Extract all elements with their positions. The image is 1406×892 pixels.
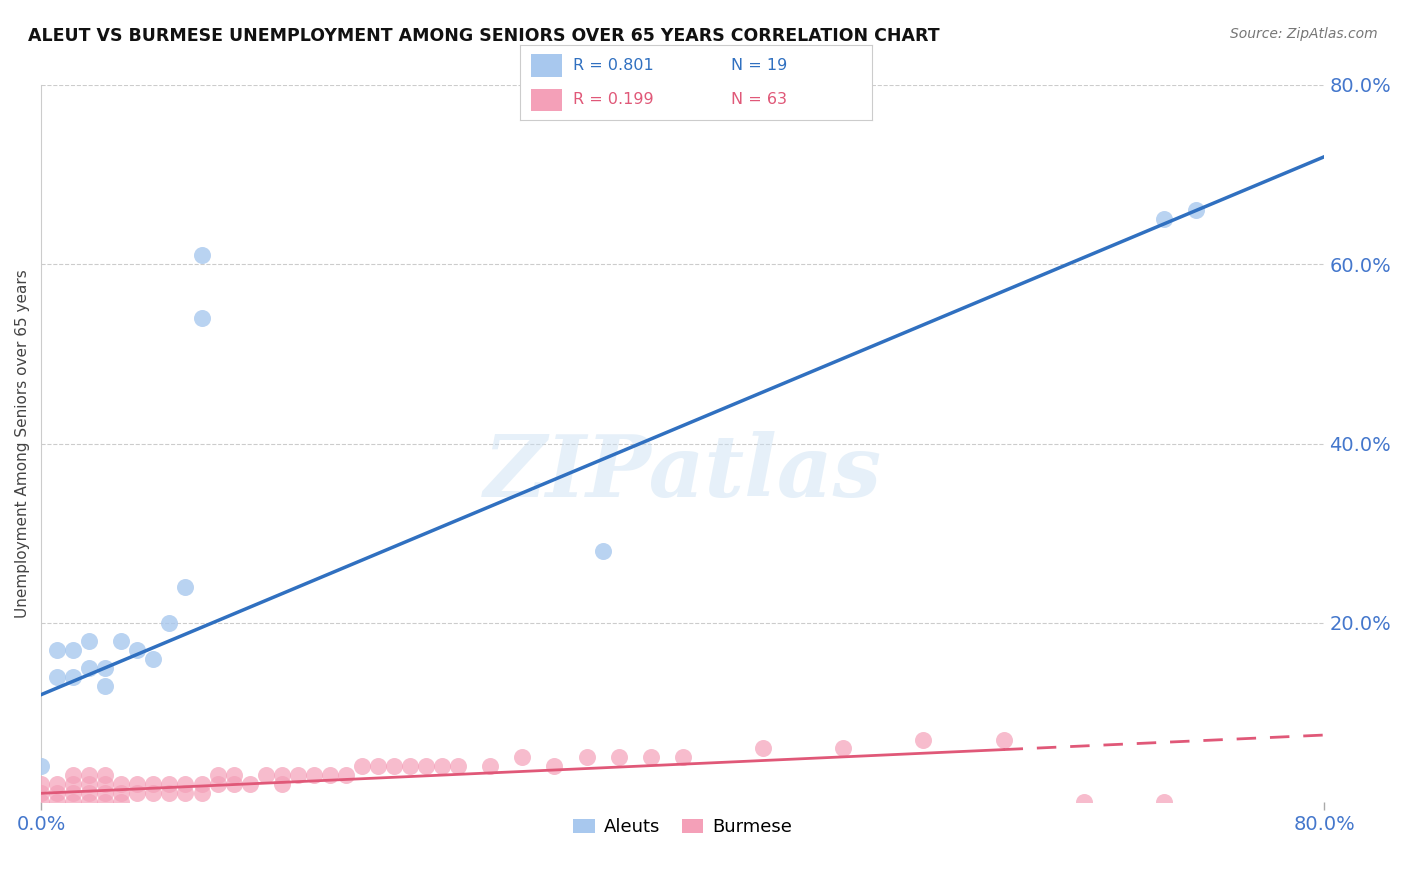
Point <box>287 768 309 782</box>
Point <box>174 777 197 791</box>
Point <box>110 633 132 648</box>
Point <box>159 786 181 800</box>
Point <box>592 544 614 558</box>
Point <box>62 768 84 782</box>
Point <box>127 777 149 791</box>
Point <box>319 768 342 782</box>
Point <box>239 777 262 791</box>
Point <box>993 732 1015 747</box>
Point <box>415 759 437 773</box>
Point <box>62 795 84 809</box>
Point <box>46 643 69 657</box>
Point <box>575 750 598 764</box>
Point <box>94 777 117 791</box>
Point <box>479 759 502 773</box>
Point <box>912 732 935 747</box>
Point <box>350 759 373 773</box>
Point <box>159 615 181 630</box>
Point <box>1153 795 1175 809</box>
Point <box>222 768 245 782</box>
Legend: Aleuts, Burmese: Aleuts, Burmese <box>565 811 800 844</box>
Point <box>142 777 165 791</box>
Point <box>110 795 132 809</box>
Text: R = 0.801: R = 0.801 <box>574 58 654 73</box>
Point <box>222 777 245 791</box>
Point <box>159 777 181 791</box>
Point <box>1153 212 1175 227</box>
Point <box>46 795 69 809</box>
Point <box>94 795 117 809</box>
Point <box>94 768 117 782</box>
Point <box>46 777 69 791</box>
Point <box>752 741 775 756</box>
Point <box>142 652 165 666</box>
Point <box>1073 795 1095 809</box>
Text: Source: ZipAtlas.com: Source: ZipAtlas.com <box>1230 27 1378 41</box>
Point <box>94 661 117 675</box>
Point <box>832 741 855 756</box>
Point <box>190 777 212 791</box>
Point <box>270 768 292 782</box>
Point <box>543 759 565 773</box>
Point <box>62 786 84 800</box>
Point <box>77 633 100 648</box>
Point <box>399 759 422 773</box>
Point <box>62 643 84 657</box>
Point <box>30 777 52 791</box>
Point <box>607 750 630 764</box>
Text: R = 0.199: R = 0.199 <box>574 93 654 107</box>
Point <box>302 768 325 782</box>
Point <box>190 248 212 262</box>
Point <box>447 759 470 773</box>
Text: ALEUT VS BURMESE UNEMPLOYMENT AMONG SENIORS OVER 65 YEARS CORRELATION CHART: ALEUT VS BURMESE UNEMPLOYMENT AMONG SENI… <box>28 27 939 45</box>
Point <box>1185 203 1208 218</box>
Point <box>62 670 84 684</box>
Point <box>270 777 292 791</box>
Point <box>46 786 69 800</box>
Point <box>110 786 132 800</box>
Point <box>142 786 165 800</box>
Point <box>174 786 197 800</box>
Point <box>77 795 100 809</box>
Point <box>190 311 212 326</box>
Y-axis label: Unemployment Among Seniors over 65 years: Unemployment Among Seniors over 65 years <box>15 269 30 618</box>
Point <box>207 768 229 782</box>
Point <box>127 786 149 800</box>
Point <box>640 750 662 764</box>
Point <box>77 768 100 782</box>
Point <box>512 750 534 764</box>
Point <box>335 768 357 782</box>
FancyBboxPatch shape <box>531 88 562 112</box>
Text: N = 19: N = 19 <box>731 58 787 73</box>
Point <box>30 759 52 773</box>
Point <box>94 679 117 693</box>
Point <box>382 759 405 773</box>
FancyBboxPatch shape <box>531 54 562 78</box>
Point <box>94 786 117 800</box>
Point <box>30 795 52 809</box>
Point <box>110 777 132 791</box>
Point <box>207 777 229 791</box>
Text: ZIPatlas: ZIPatlas <box>484 431 882 514</box>
Point <box>254 768 277 782</box>
Point <box>367 759 389 773</box>
Text: N = 63: N = 63 <box>731 93 787 107</box>
Point <box>127 643 149 657</box>
Point <box>77 786 100 800</box>
Point <box>430 759 453 773</box>
Point <box>672 750 695 764</box>
Point <box>46 670 69 684</box>
Point <box>174 580 197 594</box>
Point <box>30 786 52 800</box>
Point <box>62 777 84 791</box>
Point <box>190 786 212 800</box>
Point <box>77 777 100 791</box>
Point <box>77 661 100 675</box>
